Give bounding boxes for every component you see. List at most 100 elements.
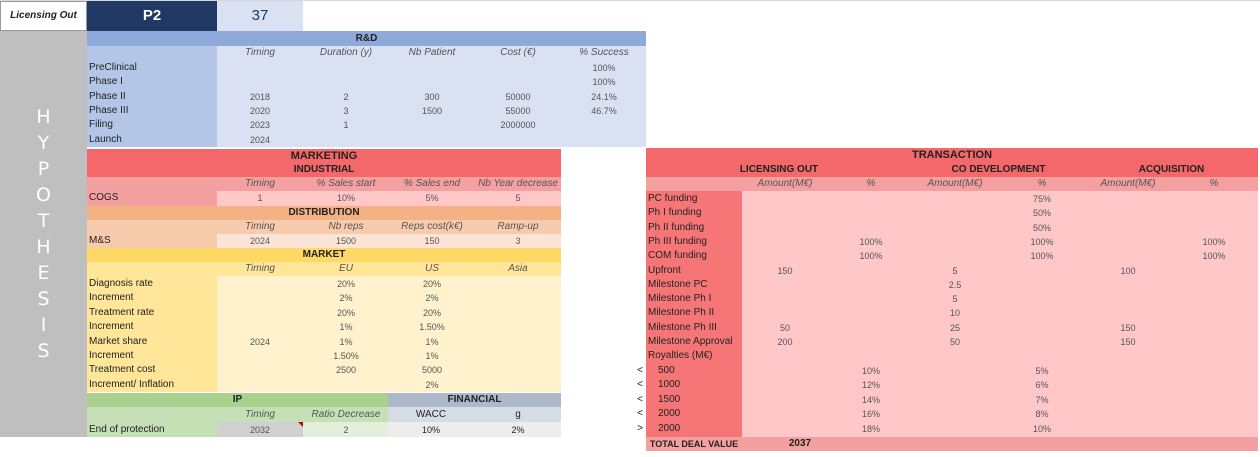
market-cell-us[interactable]: 2% (425, 293, 439, 304)
transaction-cell-lo-pct[interactable] (828, 206, 914, 220)
royalty-co-percent[interactable]: 5% (1035, 366, 1049, 376)
royalty-lo-percent[interactable]: 12% (861, 380, 880, 391)
transaction-cell-ac-amt[interactable] (1085, 206, 1171, 220)
industrial-cell-years[interactable]: 5 (515, 193, 521, 203)
transaction-cell-co-pct[interactable] (999, 349, 1085, 363)
market-cell-timing[interactable] (217, 277, 303, 291)
market-cell-timing[interactable]: 2024 (249, 336, 271, 347)
transaction-cell-lo-pct[interactable] (828, 335, 914, 349)
market-cell-eu[interactable]: 1.50% (333, 351, 359, 361)
transaction-cell-co-amt[interactable]: 25 (949, 322, 960, 333)
transaction-cell-lo-amt[interactable]: 150 (777, 265, 793, 276)
transaction-cell-co-pct[interactable] (999, 278, 1085, 292)
transaction-cell-co-amt[interactable] (912, 235, 998, 249)
ip-cell-ratio[interactable]: 2 (343, 425, 349, 435)
market-cell-timing[interactable] (217, 320, 303, 334)
transaction-cell-lo-amt[interactable] (742, 292, 828, 306)
transaction-cell-lo-amt[interactable]: 50 (779, 322, 790, 333)
rd-cell-success[interactable]: 24.1% (591, 91, 617, 102)
financial-cell-g[interactable]: 2% (511, 425, 525, 435)
rd-cell-success[interactable] (561, 133, 647, 147)
transaction-cell-co-pct[interactable] (999, 306, 1085, 320)
royalty-co-percent[interactable]: 6% (1035, 380, 1049, 391)
market-cell-asia[interactable] (475, 306, 561, 320)
market-cell-eu[interactable] (303, 378, 389, 392)
transaction-cell-lo-pct[interactable] (828, 321, 914, 335)
transaction-cell-co-pct[interactable]: 50% (1032, 222, 1051, 233)
rd-cell-duration[interactable] (303, 75, 389, 89)
rd-cell-patients[interactable] (389, 118, 475, 132)
transaction-cell-lo-pct[interactable]: 100% (859, 251, 883, 262)
transaction-cell-ac-amt[interactable] (1085, 292, 1171, 306)
transaction-cell-lo-amt[interactable] (742, 306, 828, 320)
royalty-co-percent[interactable]: 7% (1035, 394, 1049, 405)
transaction-cell-co-amt[interactable] (912, 249, 998, 263)
transaction-cell-co-amt[interactable] (912, 221, 998, 235)
market-cell-timing[interactable] (217, 363, 303, 377)
rd-cell-patients[interactable] (389, 133, 475, 147)
transaction-cell-ac-amt[interactable] (1085, 349, 1171, 363)
rd-cell-success[interactable]: 100% (592, 63, 616, 73)
distribution-cell-cost[interactable]: 150 (424, 236, 440, 246)
transaction-cell-lo-amt[interactable] (742, 249, 828, 263)
market-cell-us[interactable]: 1% (425, 351, 439, 361)
distribution-cell-ramp[interactable]: 3 (515, 236, 521, 246)
market-cell-asia[interactable] (475, 335, 561, 349)
transaction-cell-lo-pct[interactable] (828, 292, 914, 306)
market-cell-eu[interactable]: 1% (339, 336, 353, 347)
transaction-cell-lo-pct[interactable] (828, 306, 914, 320)
transaction-cell-lo-amt[interactable] (742, 206, 828, 220)
transaction-cell-co-pct[interactable] (999, 292, 1085, 306)
market-cell-asia[interactable] (475, 378, 561, 392)
industrial-cell-start[interactable]: 10% (336, 193, 355, 203)
rd-cell-timing[interactable]: 2023 (249, 120, 271, 131)
market-cell-us[interactable]: 2% (425, 379, 439, 390)
transaction-cell-ac-pct[interactable]: 100% (1202, 236, 1226, 247)
rd-cell-timing[interactable] (217, 75, 303, 89)
rd-cell-duration[interactable] (303, 133, 389, 147)
market-cell-timing[interactable] (217, 378, 303, 392)
transaction-cell-lo-amt[interactable] (742, 221, 828, 235)
transaction-cell-co-pct[interactable]: 100% (1030, 236, 1054, 247)
transaction-cell-co-amt[interactable]: 50 (949, 337, 960, 347)
market-cell-eu[interactable]: 2% (339, 293, 353, 304)
transaction-cell-lo-pct[interactable] (828, 278, 914, 292)
market-cell-timing[interactable] (217, 306, 303, 320)
royalty-lo-percent[interactable]: 14% (861, 394, 880, 405)
market-cell-eu[interactable]: 2500 (335, 365, 357, 376)
transaction-cell-ac-amt[interactable] (1085, 249, 1171, 263)
transaction-cell-co-pct[interactable] (999, 335, 1085, 349)
number-cell[interactable]: 37 (217, 1, 303, 31)
market-cell-us[interactable]: 1.50% (419, 322, 445, 333)
rd-cell-patients[interactable]: 1500 (421, 105, 443, 116)
sheet-label-cell[interactable]: Licensing Out (0, 1, 87, 31)
transaction-cell-ac-pct[interactable] (1171, 278, 1257, 292)
transaction-cell-ac-amt[interactable] (1085, 192, 1171, 206)
transaction-cell-ac-pct[interactable] (1171, 206, 1257, 220)
rd-cell-duration[interactable]: 1 (343, 120, 349, 131)
royalty-lo-percent[interactable]: 16% (861, 409, 880, 420)
market-cell-eu[interactable]: 20% (336, 279, 355, 289)
transaction-cell-lo-amt[interactable] (742, 235, 828, 249)
financial-cell-wacc[interactable]: 10% (421, 425, 440, 435)
transaction-cell-lo-pct[interactable] (828, 264, 914, 278)
rd-cell-duration[interactable]: 3 (343, 105, 349, 116)
market-cell-asia[interactable] (475, 363, 561, 377)
market-cell-eu[interactable]: 1% (339, 322, 353, 333)
transaction-cell-co-pct[interactable] (999, 321, 1085, 335)
market-cell-us[interactable]: 20% (422, 307, 441, 318)
transaction-cell-ac-pct[interactable] (1171, 306, 1257, 320)
transaction-cell-co-amt[interactable]: 5 (952, 265, 958, 276)
transaction-cell-lo-pct[interactable] (828, 349, 914, 363)
rd-cell-patients[interactable] (389, 75, 475, 89)
transaction-cell-ac-pct[interactable] (1171, 335, 1257, 349)
rd-cell-timing[interactable]: 2018 (249, 91, 271, 102)
rd-cell-patients[interactable] (389, 61, 475, 75)
market-cell-eu[interactable]: 20% (336, 307, 355, 318)
total-deal-value[interactable]: 2037 (788, 438, 812, 449)
rd-cell-timing[interactable] (217, 61, 303, 75)
distribution-cell-timing[interactable]: 2024 (249, 236, 271, 246)
transaction-cell-lo-pct[interactable]: 100% (859, 236, 883, 247)
rd-cell-cost[interactable] (475, 133, 561, 147)
transaction-cell-lo-amt[interactable] (742, 278, 828, 292)
